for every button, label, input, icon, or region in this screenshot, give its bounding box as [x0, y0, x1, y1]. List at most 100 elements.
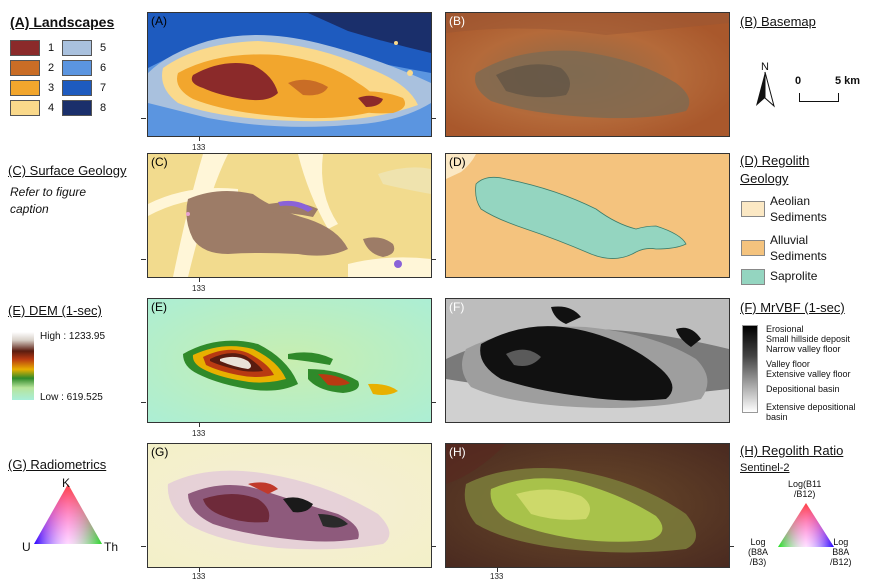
panel-h-regolith-ratio: (H)	[445, 443, 730, 568]
regolith-title: (D) Regolith	[740, 153, 810, 168]
swatch-1	[10, 40, 40, 56]
tick-label-g: 133	[192, 572, 206, 581]
scale-zero-label: 0	[795, 75, 802, 87]
mrvbf-label-4: Extensive valley floor	[766, 369, 851, 379]
mrvbf-grey-ramp	[742, 325, 758, 413]
swatch-8	[62, 100, 92, 116]
legend-label-8: 8	[100, 102, 107, 114]
scale-five-label: 5 km	[835, 75, 861, 87]
surface-geology-title: (C) Surface Geology	[8, 163, 127, 178]
legend-item-7: 7	[62, 80, 106, 96]
legend-label-6: 6	[100, 62, 107, 74]
panel-f-label: (F)	[449, 300, 465, 314]
dem-title: (E) DEM (1-sec)	[8, 303, 102, 318]
mrvbf-label-6: Extensive depositional	[766, 402, 856, 412]
swatch-aeolian	[741, 201, 765, 217]
legend-label-5: 5	[100, 42, 107, 54]
ratio-right-line3: /B12)	[830, 557, 852, 567]
landscape-map	[148, 13, 431, 136]
tick-e-right	[431, 402, 436, 403]
satellite-basemap	[446, 13, 729, 136]
ratio-right-label: Log B8A/B12)	[830, 537, 852, 567]
legend-label-2: 2	[48, 62, 55, 74]
ratio-ternary-triangle	[778, 503, 834, 547]
panel-g-label: (G)	[151, 445, 169, 459]
ratio-left-line2: (B8A	[748, 547, 769, 557]
legend-item-2: 2	[10, 60, 54, 76]
legend-item-5: 5	[62, 40, 106, 56]
label-saprolite: Saprolite	[770, 269, 818, 283]
refer-note: Refer to figure caption	[10, 185, 87, 216]
legend-item-4: 4	[10, 100, 54, 116]
panel-c-label: (C)	[151, 155, 168, 169]
swatch-5	[62, 40, 92, 56]
ratio-top-line2: /B12)	[793, 489, 816, 499]
tick-g	[199, 567, 200, 572]
legend-label-3: 3	[48, 82, 55, 94]
alluvial-line1: Alluvial	[770, 233, 809, 247]
panel-f-mrvbf: (F)	[445, 298, 730, 423]
legend-label-1: 1	[48, 42, 55, 54]
dem-low-label: Low : 619.525	[40, 392, 103, 403]
ratio-left-label: Log (B8A/B3)	[748, 537, 768, 567]
regolith-title-line2: Geology	[740, 171, 789, 186]
legend-label-7: 7	[100, 82, 107, 94]
tick-label-h: 133	[490, 572, 504, 581]
swatch-6	[62, 60, 92, 76]
panel-a-landscapes: (A)	[147, 12, 432, 137]
landscapes-title: (A) Landscapes	[10, 14, 115, 30]
radiometrics-ternary-triangle	[34, 484, 102, 544]
scale-bar	[799, 93, 839, 102]
legend-item-8: 8	[62, 100, 106, 116]
tick-label-a: 133	[192, 143, 206, 152]
tick-e	[199, 422, 200, 427]
north-label: N	[761, 61, 769, 73]
tick-c-left	[141, 259, 146, 260]
tick-c	[199, 277, 200, 282]
radiometrics-map	[148, 444, 431, 567]
mrvbf-label-3: Valley floor	[766, 359, 810, 369]
radiometric-th-label: Th	[104, 540, 119, 554]
panel-g-radiometrics: (G)	[147, 443, 432, 568]
panel-b-basemap: (B)	[445, 12, 730, 137]
label-alluvial: Alluvial Sediments	[770, 232, 827, 264]
label-aeolian: Aeolian Sediments	[770, 193, 827, 225]
tick-a-left	[141, 118, 146, 119]
ratio-right-line1: Log	[833, 537, 849, 547]
tick-h	[497, 567, 498, 572]
dem-map	[148, 299, 431, 422]
ratio-top-line1: Log(B11	[788, 479, 822, 489]
panel-h-label: (H)	[449, 445, 466, 459]
mrvbf-label-7: basin	[766, 412, 788, 422]
tick-e-left	[141, 402, 146, 403]
mrvbf-map	[446, 299, 729, 422]
aeolian-line2: Sediments	[770, 210, 827, 224]
tick-a	[199, 136, 200, 141]
swatch-3	[10, 80, 40, 96]
regolith-ratio-subtitle: Sentinel-2	[740, 462, 790, 474]
tick-a-right	[431, 118, 436, 119]
panel-d-regolith-geology: (D)	[445, 153, 730, 278]
radiometrics-title: (G) Radiometrics	[8, 457, 107, 472]
mrvbf-title: (F) MrVBF (1-sec)	[740, 300, 845, 315]
tick-g-left	[141, 546, 146, 547]
regolith-ratio-title: (H) Regolith Ratio	[740, 443, 844, 458]
panel-e-dem: (E)	[147, 298, 432, 423]
tick-h-right	[729, 546, 734, 547]
legend-item-1: 1	[10, 40, 54, 56]
ratio-top-label: Log(B11/B12)	[788, 479, 821, 499]
dem-high-label: High : 1233.95	[40, 331, 106, 342]
panel-b-label: (B)	[449, 14, 465, 28]
tick-g-right	[431, 546, 436, 547]
ratio-left-line1: Log	[750, 537, 766, 547]
dem-color-ramp	[12, 332, 34, 400]
radiometric-u-label: U	[22, 540, 31, 554]
ratio-right-line2: B8A	[832, 547, 850, 557]
radiometric-k-label: K	[62, 476, 71, 490]
alluvial-line2: Sediments	[770, 249, 827, 263]
basemap-title: (B) Basemap	[740, 14, 816, 29]
mrvbf-label-5: Depositional basin	[766, 384, 840, 394]
legend-item-6: 6	[62, 60, 106, 76]
swatch-saprolite	[741, 269, 765, 285]
tick-label-e: 133	[192, 429, 206, 438]
